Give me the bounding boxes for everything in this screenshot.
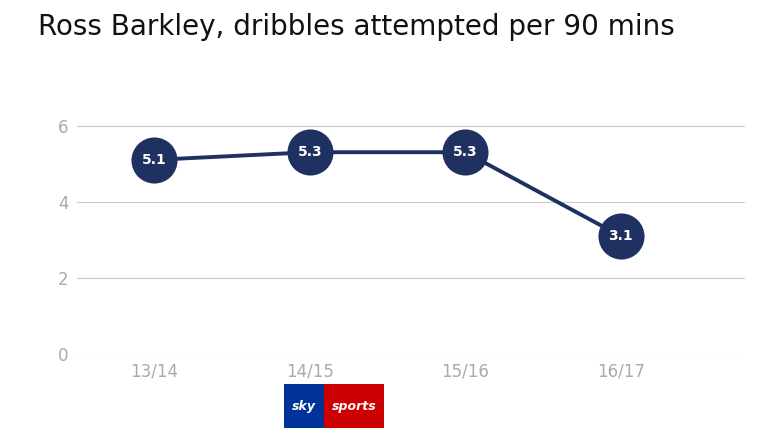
Text: 5.3: 5.3	[453, 145, 478, 159]
Text: Ross Barkley, dribbles attempted per 90 mins: Ross Barkley, dribbles attempted per 90 …	[38, 13, 675, 41]
Point	[148, 156, 161, 163]
Text: sports: sports	[332, 400, 376, 413]
Bar	[324, 384, 384, 428]
Point	[303, 149, 316, 156]
Point	[459, 149, 472, 156]
Bar	[284, 384, 324, 428]
Text: 3.1: 3.1	[608, 229, 633, 243]
Text: 5.1: 5.1	[142, 153, 167, 167]
Text: sky: sky	[292, 400, 316, 413]
Text: 5.3: 5.3	[297, 145, 323, 159]
Point	[614, 232, 627, 239]
